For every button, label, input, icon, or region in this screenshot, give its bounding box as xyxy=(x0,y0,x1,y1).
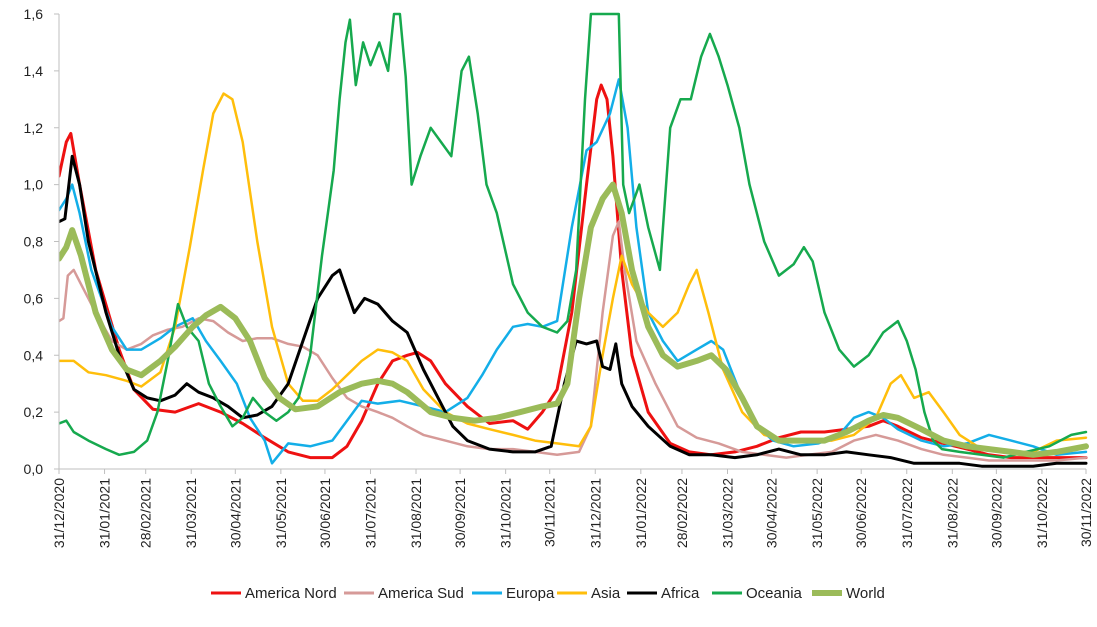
legend-label: America Nord xyxy=(245,585,337,602)
series-lines xyxy=(59,12,1089,468)
legend-label: America Sud xyxy=(378,585,464,602)
y-tick-label: 1,4 xyxy=(24,63,44,79)
legend-item-europa: Europa xyxy=(472,585,555,602)
legend-label: Africa xyxy=(661,585,700,602)
y-tick-label: 1,2 xyxy=(24,120,44,136)
y-tick-label: 0,6 xyxy=(24,290,44,306)
x-tick-label: 30/11/2022 xyxy=(1078,478,1094,547)
x-tick-label: 30/06/2021 xyxy=(317,478,333,548)
x-tick-label: 31/10/2022 xyxy=(1034,478,1050,548)
legend-item-africa: Africa xyxy=(627,585,700,602)
x-tick-label: 31/08/2022 xyxy=(944,478,960,548)
plot-area: 0,00,20,40,60,81,01,21,41,6 31/12/2020 31… xyxy=(24,6,1094,548)
series-line-world xyxy=(59,181,1089,458)
x-tick-label: 30/06/2022 xyxy=(853,478,869,548)
legend-item-america-nord: America Nord xyxy=(211,585,337,602)
x-tick-label: 30/09/2022 xyxy=(988,478,1004,548)
legend-label: World xyxy=(846,585,885,602)
y-tick-label: 0,2 xyxy=(24,404,44,420)
x-tick-label: 31/12/2020 xyxy=(51,478,67,548)
x-tick-label: 30/11/2021 xyxy=(542,478,558,547)
legend-label: Asia xyxy=(591,585,621,602)
legend-item-oceania: Oceania xyxy=(712,585,803,602)
series-line-asia xyxy=(59,92,1088,454)
x-tick-label: 28/02/2021 xyxy=(138,478,154,548)
x-tick-label: 31/03/2022 xyxy=(720,478,736,548)
y-tick-label: 0,0 xyxy=(24,461,44,477)
legend-item-asia: Asia xyxy=(557,585,621,602)
x-tick-label: 31/07/2022 xyxy=(899,478,915,548)
x-tick-label: 31/12/2021 xyxy=(587,478,603,548)
x-axis-ticks: 31/12/2020 31/01/2021 28/02/2021 31/03/2021… xyxy=(51,469,1094,548)
x-tick-label: 30/04/2022 xyxy=(764,478,780,548)
legend-label: Oceania xyxy=(746,585,803,602)
x-tick-label: 30/09/2021 xyxy=(452,478,468,548)
x-tick-label: 31/01/2021 xyxy=(97,478,113,548)
x-tick-label: 31/07/2021 xyxy=(362,478,378,548)
x-tick-label: 31/05/2022 xyxy=(809,478,825,548)
x-tick-label: 31/05/2021 xyxy=(273,478,289,548)
y-tick-label: 1,0 xyxy=(24,177,44,193)
series-line-africa xyxy=(59,154,1088,468)
series-line-oceania xyxy=(59,12,1088,459)
y-tick-label: 1,6 xyxy=(24,6,44,22)
x-tick-label: 31/03/2021 xyxy=(183,478,199,548)
x-tick-label: 31/01/2022 xyxy=(633,478,649,548)
y-tick-label: 0,8 xyxy=(24,234,44,250)
series-line-europa xyxy=(59,78,1088,465)
legend-item-world: World xyxy=(812,585,885,602)
y-axis-ticks: 0,0 0,2 0,4 0,6 0,8 1,0 1,2 1,4 1,6 xyxy=(24,6,59,477)
x-tick-label: 30/04/2021 xyxy=(227,478,243,548)
legend-label: Europa xyxy=(506,585,555,602)
legend: America Nord America Sud Europa Asia Africa O… xyxy=(211,585,885,602)
x-tick-label: 31/10/2021 xyxy=(498,478,514,548)
legend-item-america-sud: America Sud xyxy=(344,585,464,602)
y-tick-label: 0,4 xyxy=(24,347,44,363)
series-line-america-nord xyxy=(59,83,1088,460)
x-tick-label: 31/08/2021 xyxy=(408,478,424,548)
x-tick-label: 28/02/2022 xyxy=(674,478,690,548)
